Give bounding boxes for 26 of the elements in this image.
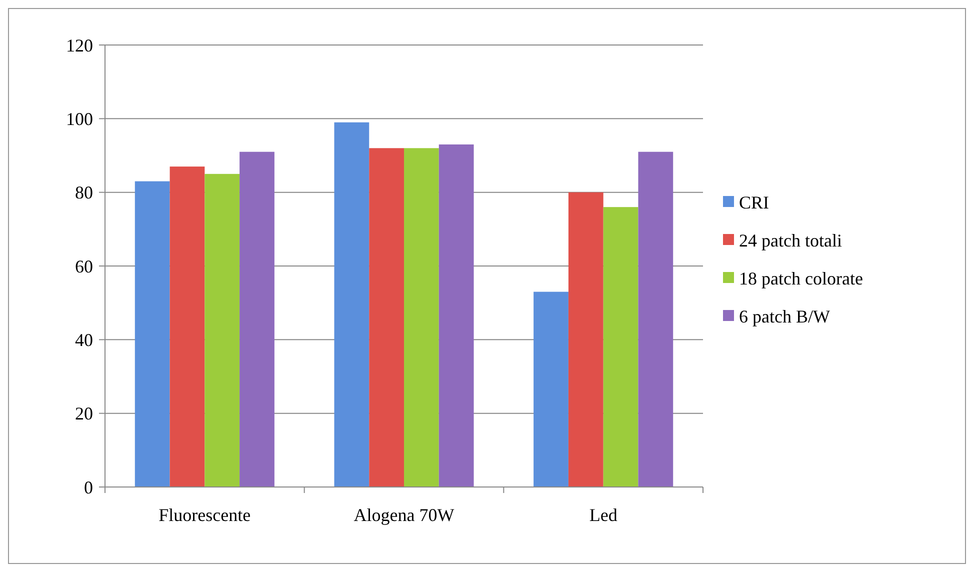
bar xyxy=(240,152,274,487)
bar xyxy=(170,166,205,487)
bar xyxy=(404,148,439,487)
bar xyxy=(534,292,568,487)
y-tick-label: 20 xyxy=(75,404,93,424)
y-tick-label: 100 xyxy=(66,108,93,129)
bar xyxy=(603,207,638,487)
y-tick-label: 120 xyxy=(66,35,93,56)
bar xyxy=(568,192,604,487)
bar xyxy=(438,144,474,487)
legend-label: CRI xyxy=(739,192,770,212)
legend-label: 18 patch colorate xyxy=(739,268,863,288)
bar xyxy=(204,174,240,487)
x-tick-label: Alogena 70W xyxy=(354,505,454,525)
legend-label: 6 patch B/W xyxy=(739,306,830,326)
x-tick-label: Fluorescente xyxy=(158,505,251,525)
y-tick-label: 60 xyxy=(75,256,93,276)
x-tick-label: Led xyxy=(589,505,618,525)
y-tick-label: 80 xyxy=(75,182,93,203)
legend-label: 24 patch totali xyxy=(739,230,842,250)
bar xyxy=(134,181,170,487)
bar xyxy=(334,122,370,487)
bar xyxy=(638,152,674,487)
bar xyxy=(369,148,404,487)
y-tick-label: 40 xyxy=(75,330,93,350)
y-tick-label: 0 xyxy=(84,477,93,498)
